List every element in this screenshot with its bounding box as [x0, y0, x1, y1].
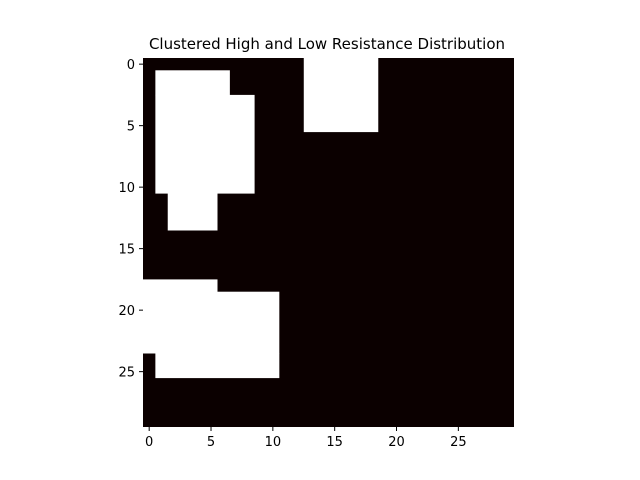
y-tick-label-25: 25: [118, 366, 135, 381]
heatmap-high-block-2: [167, 193, 218, 231]
chart-title: Clustered High and Low Resistance Distri…: [149, 35, 505, 53]
x-tick-label-5: 5: [207, 435, 215, 450]
x-tick-label-20: 20: [388, 435, 405, 450]
heatmap-high-block-4: [143, 279, 218, 292]
x-axis: 0 5 10 15 20 25: [145, 427, 467, 450]
heatmap-high-block-6: [155, 353, 280, 379]
plot-area: [143, 58, 514, 427]
y-tick-label-0: 0: [127, 58, 135, 73]
x-tick-label-25: 25: [450, 435, 467, 450]
heatmap-high-block-1: [155, 94, 255, 194]
heatmap-high-block-0: [155, 70, 230, 96]
y-tick-label-5: 5: [127, 120, 135, 135]
y-axis: 0 5 10 15 20 25: [118, 58, 143, 381]
x-tick-label-10: 10: [265, 435, 282, 450]
y-tick-label-20: 20: [118, 304, 135, 319]
x-tick-label-0: 0: [145, 435, 153, 450]
heatmap-high-block-3: [303, 58, 379, 133]
y-tick-label-10: 10: [118, 181, 135, 196]
y-tick-label-15: 15: [118, 243, 135, 258]
x-tick-label-15: 15: [326, 435, 343, 450]
heatmap-high-block-5: [143, 291, 280, 354]
